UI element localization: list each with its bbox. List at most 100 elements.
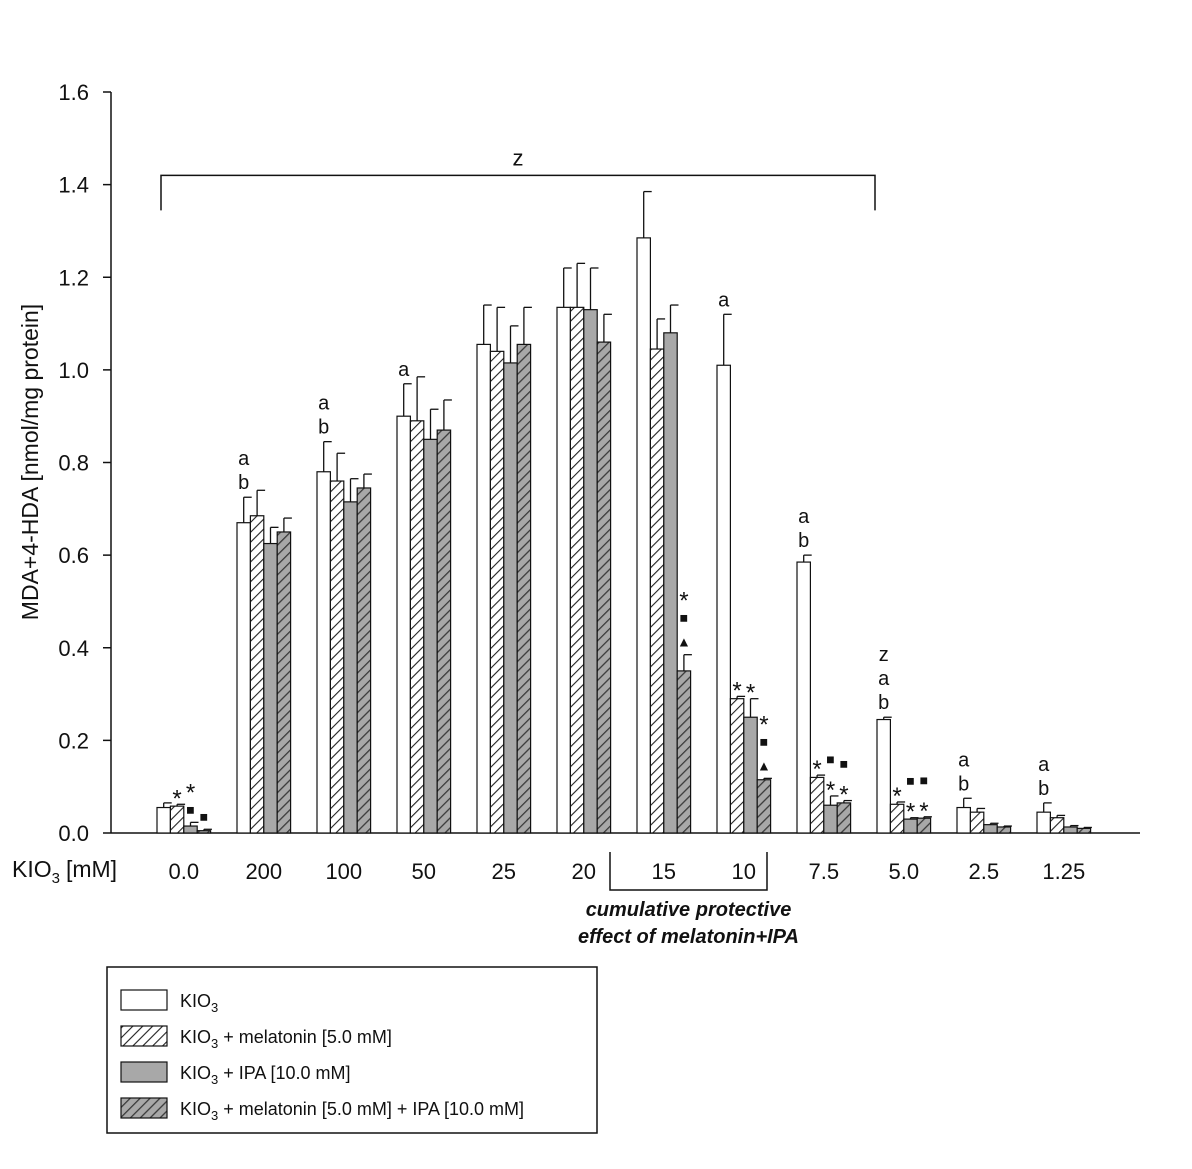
annotation-symbol: * — [172, 785, 181, 812]
bar — [183, 825, 198, 834]
x-tick-label: 100 — [325, 859, 362, 884]
bar — [196, 830, 212, 834]
bar — [249, 515, 265, 834]
annotation-symbol: a — [318, 393, 330, 415]
annotation-symbol: * — [186, 779, 195, 806]
axes: 0.0 0.2 0.4 0.6 0.8 1.0 1.2 1.4 1.6 0.0 200 100 50 25… — [58, 80, 1140, 884]
legend-swatch — [120, 1061, 168, 1083]
bar — [396, 415, 411, 834]
x-tick-label: 10 — [732, 859, 756, 884]
legend-label: KIO3 — [180, 991, 218, 1015]
y-tick-label: 0.2 — [58, 728, 89, 753]
bar — [796, 561, 811, 834]
annotation-symbol: * — [892, 783, 901, 810]
y-tick-label: 1.2 — [58, 265, 89, 290]
bar — [476, 343, 491, 834]
annotation-symbol: b — [1038, 778, 1049, 800]
legend-box — [106, 966, 598, 1134]
annotation-symbol: a — [878, 668, 890, 690]
legend-swatch — [120, 989, 168, 1011]
bar — [983, 824, 998, 834]
annotation-symbol: ■ — [200, 808, 208, 824]
bar — [489, 350, 505, 834]
annotation-symbol: b — [958, 773, 969, 795]
annotation-symbol: * — [759, 711, 768, 738]
annotation-symbol: a — [1038, 754, 1050, 776]
annotation-symbol: * — [906, 799, 915, 826]
bar — [823, 804, 838, 834]
bar — [876, 718, 891, 834]
bar — [516, 343, 532, 834]
legend-label: KIO3 + melatonin [5.0 mM] + IPA [10.0 mM… — [180, 1099, 524, 1123]
x-tick-label: 1.25 — [1042, 859, 1085, 884]
bar — [1036, 811, 1051, 834]
bracket-bottom — [609, 852, 768, 891]
y-axis-label: MDA+4-HDA [nmol/mg protein] — [17, 304, 43, 620]
x-tick-label: 7.5 — [809, 859, 840, 884]
annotation-symbol: * — [919, 798, 928, 825]
annotation-symbol: ■ — [680, 610, 688, 626]
bar — [809, 776, 825, 834]
bar — [996, 826, 1012, 834]
legend: KIO3 KIO3 + melatonin [5.0 mM] KIO3 + IPA … — [106, 966, 598, 1134]
bar — [343, 501, 358, 834]
x-tick-label: 2.5 — [969, 859, 1000, 884]
bar — [263, 542, 278, 834]
legend-label: KIO3 + IPA [10.0 mM] — [180, 1063, 350, 1087]
bar — [956, 806, 971, 834]
bar — [156, 806, 171, 834]
annotation-symbol: b — [798, 530, 809, 552]
bar — [556, 306, 571, 834]
legend-swatch — [120, 1025, 168, 1047]
x-tick-label: 0.0 — [169, 859, 200, 884]
bar — [596, 341, 612, 834]
bracket-top-label: z — [513, 145, 524, 170]
annotation-symbol: * — [679, 588, 688, 615]
annotation-symbol: ■ — [906, 773, 914, 789]
annotation-symbol: * — [812, 756, 821, 783]
bar — [649, 348, 665, 834]
y-tick-label: 1.6 — [58, 80, 89, 105]
x-tick-label: 25 — [492, 859, 516, 884]
y-tick-label: 0.8 — [58, 451, 89, 476]
annotation-symbol: * — [826, 777, 835, 804]
brackets: z cumulative protective effect of melatoni… — [160, 145, 876, 948]
bracket-top — [160, 174, 876, 211]
bar — [1063, 826, 1078, 834]
bar — [409, 420, 425, 834]
bar — [329, 480, 345, 834]
bar — [423, 438, 438, 834]
x-axis-label: KIO3 [mM] — [12, 856, 117, 887]
bar — [356, 487, 372, 834]
bar — [756, 779, 772, 834]
y-tick-label: 1.0 — [58, 358, 89, 383]
bracket-bottom-label: effect of melatonin+IPA — [578, 926, 799, 948]
annotation-symbol: z — [879, 644, 889, 666]
annotation-symbol: b — [318, 417, 329, 439]
y-tick-label: 1.4 — [58, 173, 89, 198]
bar — [663, 332, 678, 834]
annotation-symbol: ■ — [826, 751, 834, 767]
y-tick-label: 0.4 — [58, 636, 89, 661]
bar — [743, 716, 758, 834]
x-tick-label: 20 — [572, 859, 596, 884]
annotation-symbol: ■ — [920, 772, 928, 788]
annotation-symbol: a — [958, 749, 970, 771]
annotation-symbol: a — [798, 506, 810, 528]
y-tick-label: 0.0 — [58, 821, 89, 846]
annotation-symbol: * — [839, 782, 848, 809]
annotation-symbol: a — [398, 359, 410, 381]
bar — [503, 362, 518, 834]
annotation-symbol: * — [732, 677, 741, 704]
bracket-bottom-label: cumulative protective — [586, 899, 792, 921]
bar — [969, 811, 985, 834]
x-tick-label: 15 — [652, 859, 676, 884]
legend-label: KIO3 + melatonin [5.0 mM] — [180, 1027, 392, 1051]
bar — [276, 531, 292, 834]
x-tick-label: 50 — [412, 859, 436, 884]
bar — [716, 364, 731, 834]
bar — [569, 306, 585, 834]
bar — [583, 309, 598, 834]
